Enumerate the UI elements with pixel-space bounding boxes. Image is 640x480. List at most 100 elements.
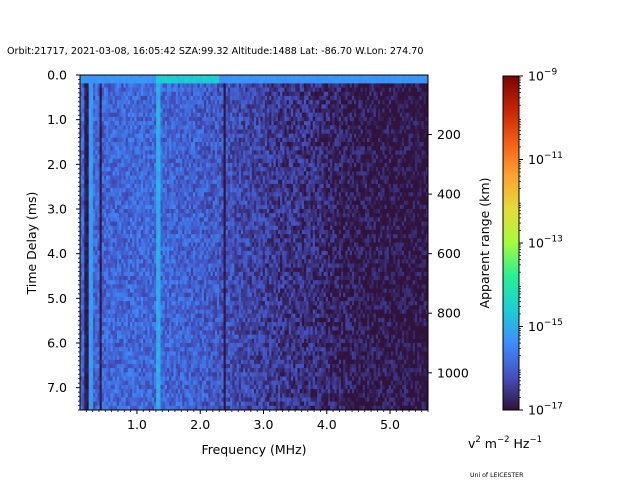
heatmap-cell (80, 121, 83, 126)
heatmap-cell (158, 238, 161, 243)
heatmap-cell (119, 146, 122, 151)
heatmap-cell (208, 259, 211, 264)
heatmap-cell (193, 296, 196, 302)
heatmap-cell (106, 154, 109, 160)
heatmap-cell (106, 351, 109, 356)
heatmap-cell (149, 179, 153, 185)
heatmap-cell (138, 317, 142, 323)
heatmap-cell (197, 326, 201, 331)
heatmap-cell (112, 393, 116, 398)
heatmap-cell (106, 263, 109, 269)
heatmap-cell (90, 87, 94, 93)
heatmap-cell (195, 95, 198, 101)
heatmap-cell (210, 326, 214, 331)
heatmap-cell (153, 183, 157, 189)
heatmap-cell (112, 137, 116, 143)
heatmap-cell (145, 309, 148, 315)
heatmap-cell (121, 343, 124, 348)
heatmap-cell (180, 116, 183, 122)
heatmap-cell (130, 204, 133, 210)
heatmap-cell (134, 246, 137, 252)
heatmap-cell (110, 405, 114, 411)
heatmap-cell (125, 372, 129, 377)
heatmap-cell (134, 112, 137, 118)
heatmap-cell (101, 296, 105, 302)
heatmap-cell (177, 317, 181, 323)
heatmap-cell (164, 334, 168, 340)
heatmap-cell (197, 87, 201, 93)
heatmap-cell (171, 343, 174, 348)
heatmap-cell (112, 204, 116, 210)
heatmap-cell (156, 229, 159, 235)
heatmap-cell (199, 200, 203, 206)
heatmap-cell (201, 238, 205, 243)
heatmap-cell (90, 125, 94, 130)
heatmap-cell (143, 259, 146, 264)
heatmap-cell (86, 209, 90, 214)
heatmap-cell (132, 347, 135, 352)
heatmap-cell (197, 133, 201, 139)
heatmap-cell (199, 271, 203, 277)
heatmap-cell (193, 234, 196, 239)
heatmap-cell (175, 389, 179, 394)
heatmap-cell (112, 380, 116, 386)
heatmap-cell (158, 183, 161, 189)
heatmap-cell (190, 100, 194, 105)
heatmap-cell (127, 179, 131, 185)
heatmap-cell (162, 75, 166, 80)
heatmap-cell (151, 284, 155, 289)
heatmap-cell (158, 192, 161, 197)
heatmap-cell (195, 108, 198, 114)
heatmap-cell (160, 183, 164, 189)
heatmap-cell (123, 204, 127, 210)
heatmap-cell (138, 175, 142, 181)
heatmap-cell (82, 305, 85, 310)
heatmap-cell (132, 196, 135, 202)
heatmap-cell (173, 188, 177, 193)
heatmap-cell (195, 305, 198, 310)
heatmap-cell (101, 338, 105, 344)
heatmap-cell (101, 200, 105, 206)
heatmap-cell (164, 175, 168, 181)
heatmap-cell (201, 301, 205, 306)
heatmap-cell (110, 95, 114, 101)
heatmap-cell (116, 229, 120, 235)
heatmap-cell (149, 255, 153, 260)
heatmap-cell (123, 313, 127, 319)
heatmap-cell (199, 384, 203, 390)
heatmap-cell (164, 204, 168, 210)
heatmap-cell (103, 183, 107, 189)
heatmap-cell (149, 221, 153, 227)
heatmap-cell (123, 162, 127, 168)
heatmap-cell (97, 162, 100, 168)
heatmap-cell (110, 171, 114, 176)
heatmap-cell (140, 209, 144, 214)
heatmap-cell (199, 183, 203, 189)
heatmap-cell (173, 87, 177, 93)
heatmap-cell (210, 309, 214, 315)
heatmap-cell (171, 146, 174, 151)
heatmap-cell (190, 129, 194, 135)
heatmap-cell (127, 129, 131, 135)
heatmap-cell (177, 162, 181, 168)
heatmap-cell (158, 229, 161, 235)
heatmap-cell (151, 259, 155, 264)
heatmap-cell (180, 242, 183, 248)
heatmap-cell (140, 158, 144, 164)
heatmap-cell (108, 393, 111, 398)
heatmap-cell (103, 305, 107, 310)
heatmap-cell (121, 83, 124, 88)
heatmap-cell (145, 221, 148, 227)
heatmap-cell (86, 154, 90, 160)
heatmap-cell (103, 393, 107, 398)
heatmap-cell (212, 309, 216, 315)
heatmap-cell (130, 238, 133, 243)
heatmap-cell (143, 137, 146, 143)
heatmap-cell (86, 217, 90, 222)
heatmap-cell (197, 347, 201, 352)
heatmap-cell (88, 229, 92, 235)
heatmap-cell (110, 100, 114, 105)
heatmap-cell (182, 100, 185, 105)
heatmap-cell (138, 284, 142, 289)
heatmap-cell (182, 397, 185, 403)
